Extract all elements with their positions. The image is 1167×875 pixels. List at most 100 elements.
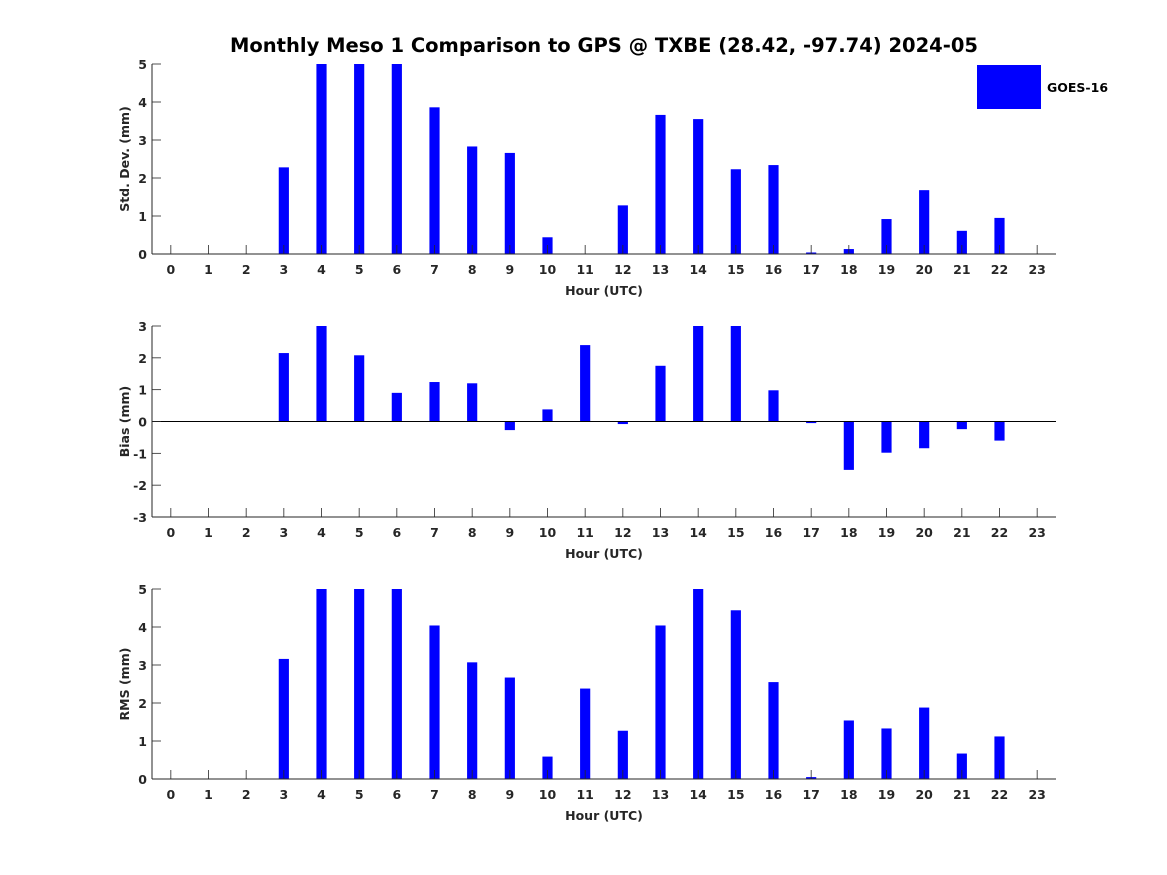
y-tick-label: -2 xyxy=(133,478,147,493)
x-tick-label: 15 xyxy=(727,262,744,277)
chart-panels: 0 1 2 3 4 5 6 7 8 9 10 11 12 13 14 15 16 17 18 19 20 21 22 2301… xyxy=(117,57,1056,823)
bar xyxy=(504,421,515,431)
bar xyxy=(278,353,289,422)
bar xyxy=(806,421,817,424)
bar xyxy=(542,756,553,779)
x-axis-label: Hour (UTC) xyxy=(565,283,643,298)
bar xyxy=(504,152,515,254)
x-tick-label: 12 xyxy=(614,787,631,802)
x-tick-label: 17 xyxy=(802,262,819,277)
bar xyxy=(730,610,741,779)
x-tick-label: 23 xyxy=(1028,525,1045,540)
bar xyxy=(391,589,402,779)
x-tick-label: 6 xyxy=(392,525,401,540)
bar xyxy=(655,625,666,779)
y-tick-label: 3 xyxy=(138,658,147,673)
bar xyxy=(693,326,704,422)
x-tick-label: 21 xyxy=(953,787,970,802)
bar xyxy=(542,409,553,422)
x-tick-label: 19 xyxy=(878,262,895,277)
y-tick-label: 1 xyxy=(138,734,147,749)
bar xyxy=(655,365,666,422)
y-tick-label: 4 xyxy=(138,95,147,110)
bar xyxy=(693,589,704,779)
x-tick-label: 7 xyxy=(430,525,439,540)
bar xyxy=(316,326,327,422)
bar xyxy=(730,326,741,422)
x-tick-label: 16 xyxy=(765,787,783,802)
chart-title: Monthly Meso 1 Comparison to GPS @ TXBE … xyxy=(230,34,978,57)
bar xyxy=(354,355,365,422)
y-axis-label: Bias (mm) xyxy=(117,386,132,458)
bar xyxy=(391,392,402,422)
y-tick-label: -3 xyxy=(133,510,147,525)
bar xyxy=(278,167,289,254)
x-tick-label: 0 xyxy=(166,525,175,540)
y-axis-label: RMS (mm) xyxy=(117,648,132,721)
x-tick-label: 13 xyxy=(652,525,669,540)
x-tick-label: 0 xyxy=(166,787,175,802)
x-tick-label: 1 xyxy=(204,262,213,277)
x-tick-label: 16 xyxy=(765,262,783,277)
bar xyxy=(994,736,1005,779)
x-tick-label: 22 xyxy=(991,525,1008,540)
y-tick-label: 2 xyxy=(138,351,147,366)
y-axis-label: Std. Dev. (mm) xyxy=(117,106,132,212)
x-axis-label: Hour (UTC) xyxy=(565,546,643,561)
x-tick-label: 2 xyxy=(242,262,251,277)
y-tick-label: 0 xyxy=(138,772,147,787)
y-tick-label: 0 xyxy=(138,247,147,262)
x-tick-label: 18 xyxy=(840,262,857,277)
bar xyxy=(919,707,930,779)
x-tick-label: 19 xyxy=(878,787,895,802)
bar xyxy=(391,64,402,254)
x-tick-label: 15 xyxy=(727,787,744,802)
x-tick-label: 20 xyxy=(915,787,933,802)
x-tick-label: 10 xyxy=(539,525,557,540)
legend-label: GOES-16 xyxy=(1047,80,1108,95)
x-tick-label: 4 xyxy=(317,525,326,540)
bar xyxy=(956,753,967,779)
bar xyxy=(768,390,779,422)
x-tick-label: 20 xyxy=(915,525,933,540)
x-tick-label: 22 xyxy=(991,787,1008,802)
bar xyxy=(467,383,478,422)
bar xyxy=(580,345,591,422)
x-tick-label: 8 xyxy=(468,787,477,802)
chart-panel-2: 0 1 2 3 4 5 6 7 8 9 10 11 12 13 14 15 16 17 18 19 20 21 22 23-3… xyxy=(117,319,1056,561)
bar xyxy=(994,421,1005,441)
y-tick-label: 1 xyxy=(138,209,147,224)
x-tick-label: 21 xyxy=(953,525,970,540)
x-tick-label: 16 xyxy=(765,525,783,540)
x-tick-label: 9 xyxy=(505,525,514,540)
x-tick-label: 6 xyxy=(392,787,401,802)
x-tick-label: 5 xyxy=(355,262,364,277)
bar xyxy=(429,107,440,254)
bar xyxy=(693,119,704,254)
bar xyxy=(316,589,327,779)
x-tick-label: 11 xyxy=(576,787,593,802)
x-tick-label: 13 xyxy=(652,262,669,277)
x-tick-label: 23 xyxy=(1028,262,1045,277)
x-tick-label: 6 xyxy=(392,262,401,277)
x-tick-label: 2 xyxy=(242,787,251,802)
x-axis-label: Hour (UTC) xyxy=(565,808,643,823)
x-tick-label: 18 xyxy=(840,787,857,802)
bar xyxy=(956,230,967,254)
x-tick-label: 3 xyxy=(279,787,288,802)
bar xyxy=(919,421,930,449)
y-tick-label: 0 xyxy=(138,415,147,430)
x-tick-label: 1 xyxy=(204,525,213,540)
bar xyxy=(881,219,892,254)
y-tick-label: 3 xyxy=(138,133,147,148)
x-tick-label: 19 xyxy=(878,525,895,540)
x-tick-label: 23 xyxy=(1028,787,1045,802)
x-tick-label: 20 xyxy=(915,262,933,277)
bar xyxy=(843,720,854,779)
x-tick-label: 17 xyxy=(802,525,819,540)
legend: GOES-16 xyxy=(977,65,1108,109)
bar xyxy=(504,677,515,779)
y-tick-label: 2 xyxy=(138,696,147,711)
x-tick-label: 13 xyxy=(652,787,669,802)
